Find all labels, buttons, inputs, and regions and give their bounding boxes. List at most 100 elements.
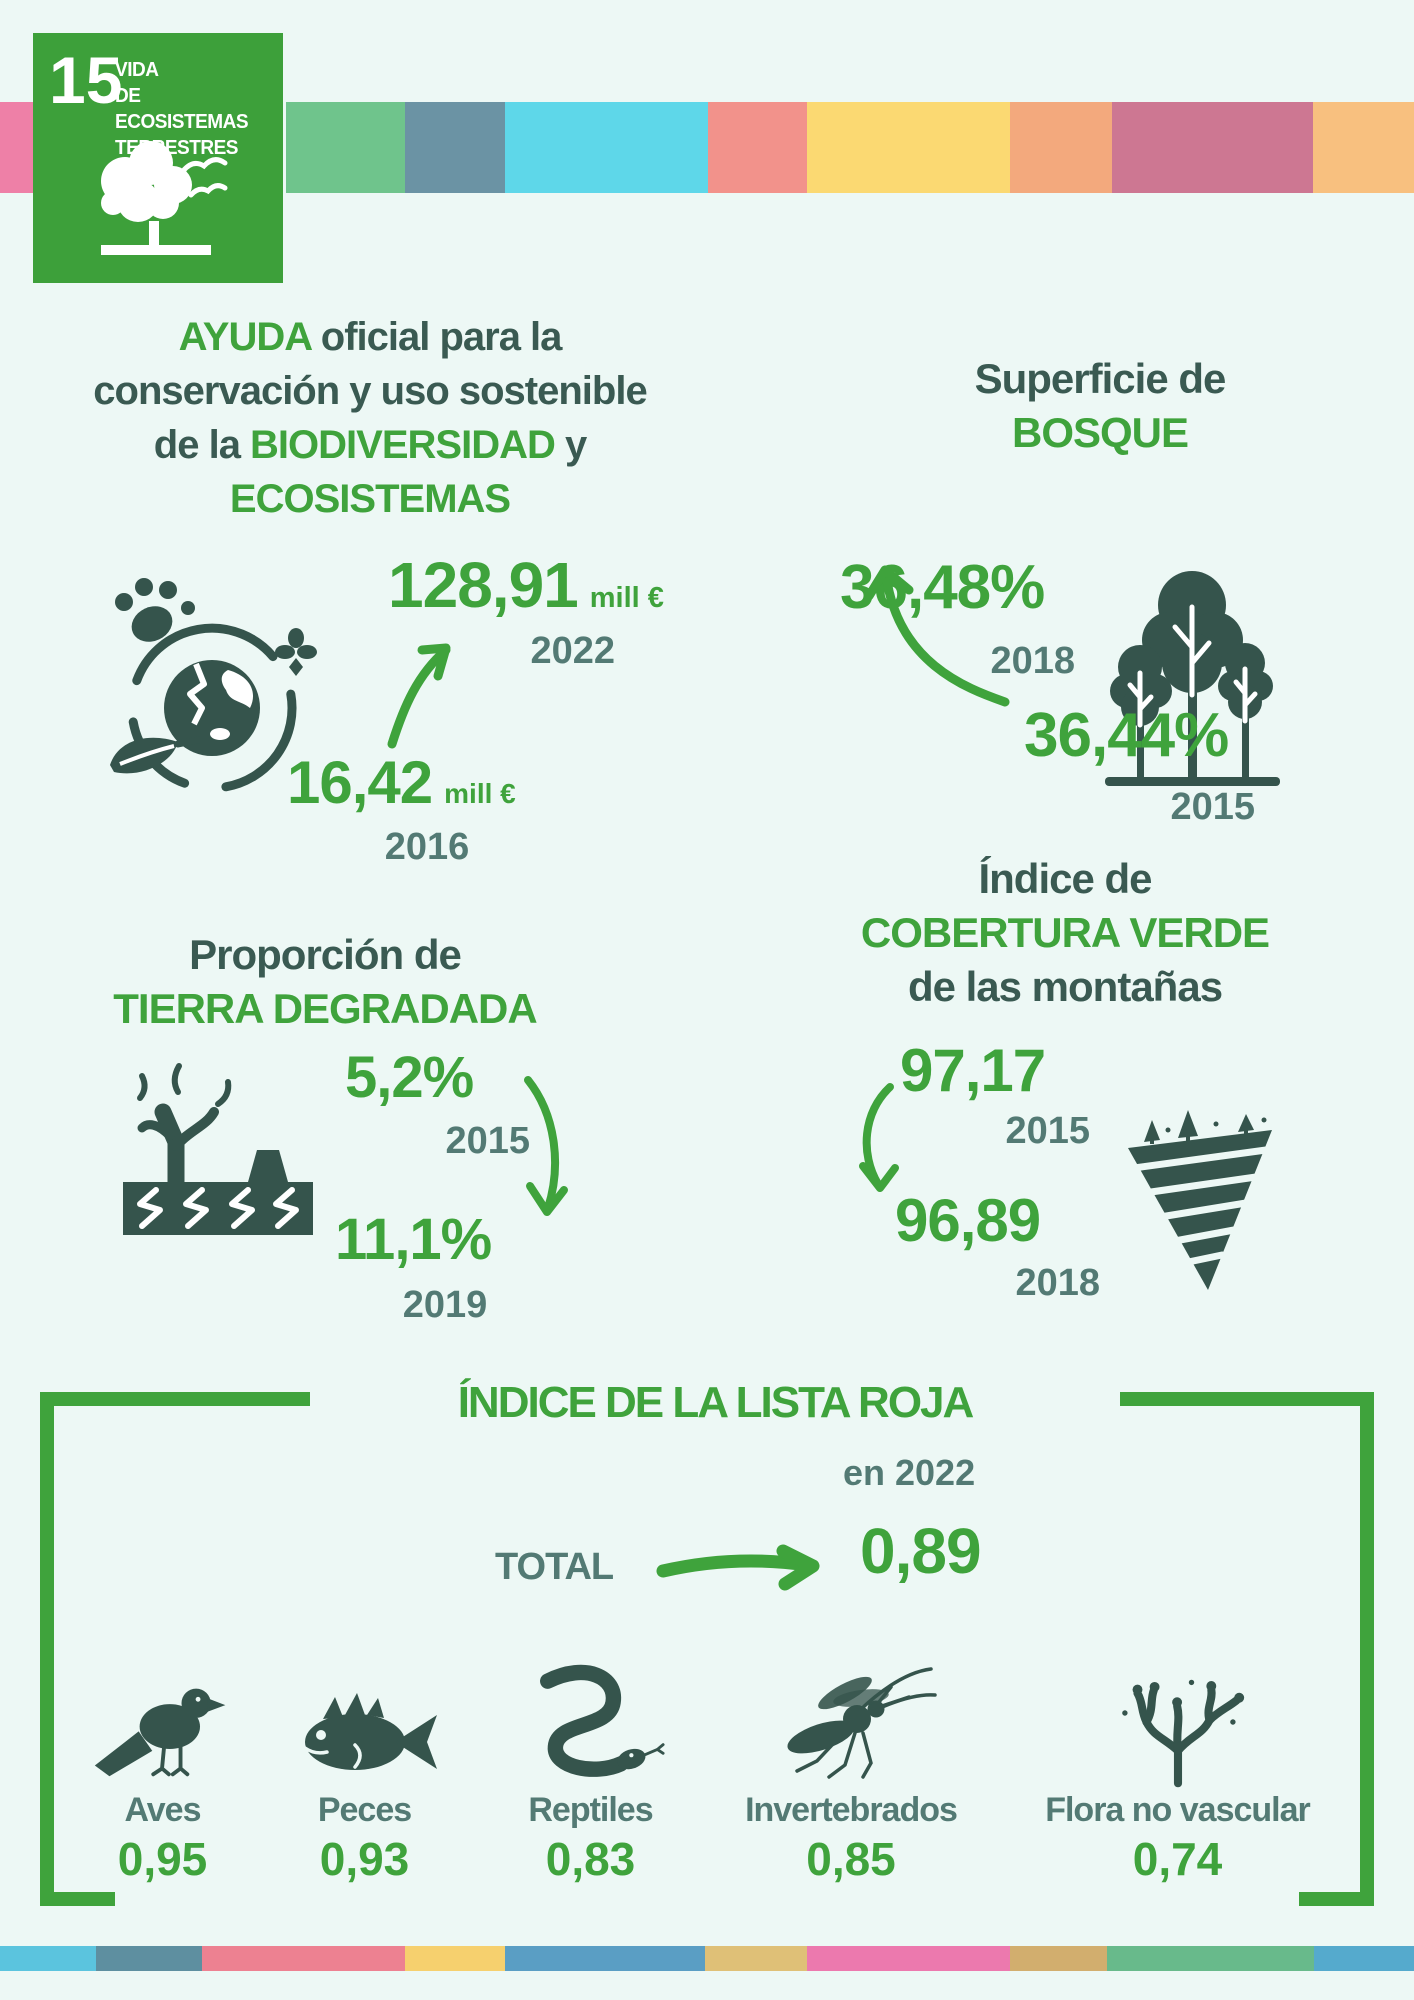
stripe-segment — [505, 102, 708, 193]
cobertura-value-2015: 97,17 — [900, 1037, 1046, 1104]
redlist-total-label: TOTAL — [495, 1546, 614, 1588]
ayuda-unit-2016: mill € — [444, 778, 516, 809]
stripe-segment — [1313, 102, 1414, 193]
category-value: 0,74 — [1132, 1833, 1223, 1885]
mosquito-icon — [786, 1667, 937, 1779]
tierra-value-2019: 11,1% — [335, 1207, 492, 1272]
redlist-category-flora: Flora no vascular 0,74 — [1010, 1615, 1345, 1886]
cobertura-year-2015: 2015 — [1005, 1110, 1090, 1152]
category-label: Aves — [124, 1791, 201, 1829]
cobertura-year-2018: 2018 — [1015, 1262, 1100, 1304]
coral-icon — [1121, 1679, 1244, 1788]
up-arrow-icon — [864, 565, 1010, 707]
bird-icon — [94, 1688, 225, 1777]
stripe-segment — [807, 102, 1010, 193]
tierra-title-dark: Proporción de — [189, 931, 462, 978]
sdg15-badge: 15 VIDA DE ECOSISTEMAS TERRESTRES — [33, 33, 283, 283]
bottom-stripe-bar — [0, 1946, 1414, 1971]
degraded-land-icon — [123, 1063, 313, 1235]
category-value: 0,95 — [117, 1833, 208, 1885]
frame-bottom-left — [40, 1892, 115, 1906]
snake-icon — [539, 1664, 665, 1777]
bosque-title-dark: Superficie de — [974, 355, 1227, 402]
tree-birds-icon — [101, 141, 228, 255]
stripe-segment — [1112, 102, 1313, 193]
ayuda-year-2016: 2016 — [384, 826, 470, 868]
top-stripe-bar — [0, 102, 1414, 193]
stripe-segment — [1010, 102, 1112, 193]
category-value: 0,85 — [806, 1833, 896, 1885]
bosque-value-2015: 36,44% — [1024, 701, 1229, 770]
category-value: 0,93 — [319, 1833, 410, 1885]
down-arrow-icon — [524, 1076, 568, 1216]
category-label: Reptiles — [528, 1791, 653, 1829]
category-label: Peces — [317, 1791, 412, 1829]
forest-trees-icon — [1105, 571, 1280, 786]
stripe-segment — [405, 102, 505, 193]
category-label: Flora no vascular — [1045, 1791, 1311, 1829]
category-label: Invertebrados — [745, 1791, 958, 1829]
cobertura-title: Índice de COBERTURA VERDE de las montaña… — [790, 852, 1340, 1014]
ayuda-value-2022-row: 128,91 mill € — [388, 548, 664, 622]
ayuda-unit-2022: mill € — [589, 582, 664, 614]
stripe-segment — [708, 102, 807, 193]
stripe-segment — [505, 1946, 705, 1971]
tierra-title-green: TIERRA DEGRADADA — [113, 985, 537, 1032]
down-arrow-icon — [859, 1083, 899, 1192]
ayuda-value-2016: 16,42 — [287, 749, 433, 816]
ayuda-value-2016-row: 16,42 mill € — [287, 748, 516, 817]
cobertura-title-dark2: de las montañas — [907, 963, 1223, 1010]
redlist-category-reptiles: Reptiles 0,83 — [478, 1615, 703, 1886]
tierra-year-2019: 2019 — [402, 1284, 488, 1326]
ayuda-title-line2: conservación y uso sostenible — [93, 369, 647, 413]
frame-top-right — [1120, 1392, 1374, 1406]
tierra-value-2015: 5,2% — [345, 1045, 474, 1110]
frame-bottom-right — [1299, 1892, 1374, 1906]
stripe-segment — [807, 1946, 1010, 1971]
tierra-title: Proporción de TIERRA DEGRADADA — [45, 928, 605, 1036]
up-arrow-icon — [387, 643, 451, 749]
redlist-total-value: 0,89 — [860, 1515, 982, 1587]
bosque-year-2018: 2018 — [990, 640, 1075, 682]
stripe-segment — [705, 1946, 807, 1971]
stripe-segment — [0, 1946, 96, 1971]
bosque-title-green: BOSQUE — [1011, 409, 1189, 456]
cobertura-title-green: COBERTURA VERDE — [860, 909, 1270, 956]
sdg-title-line: DE ECOSISTEMAS — [115, 85, 249, 133]
stripe-segment — [1010, 1946, 1107, 1971]
ayuda-title-accent2: BIODIVERSIDAD — [250, 423, 556, 467]
ayuda-title-text: oficial para la — [310, 315, 563, 359]
frame-top-left — [40, 1392, 310, 1406]
stripe-segment — [1314, 1946, 1414, 1971]
right-arrow-icon — [656, 1544, 820, 1591]
ayuda-value-2022: 128,91 — [388, 549, 579, 621]
ayuda-title-accent3: ECOSISTEMAS — [229, 477, 511, 521]
frame-right — [1360, 1392, 1374, 1906]
earth-biodiversity-icon — [110, 578, 317, 792]
mountain-cover-icon — [1128, 1110, 1272, 1290]
sdg-number: 15 — [49, 43, 123, 117]
tierra-year-2015: 2015 — [445, 1120, 530, 1162]
ayuda-year-2022: 2022 — [530, 630, 615, 672]
sdg-title-line: VIDA — [115, 59, 159, 81]
cobertura-value-2018: 96,89 — [895, 1187, 1041, 1254]
redlist-category-invertebrados: Invertebrados 0,85 — [705, 1615, 997, 1886]
ayuda-title: AYUDA oficial para la conservación y uso… — [30, 310, 710, 526]
stripe-segment — [202, 1946, 405, 1971]
stripe-segment — [96, 1946, 202, 1971]
bosque-title: Superficie de BOSQUE — [825, 352, 1375, 460]
redlist-subtitle: en 2022 — [843, 1452, 976, 1493]
fish-icon — [302, 1693, 437, 1770]
frame-left — [40, 1392, 54, 1906]
stripe-segment — [1107, 1946, 1314, 1971]
redlist-category-aves: Aves 0,95 — [60, 1615, 265, 1886]
redlist-title: ÍNDICE DE LA LISTA ROJA — [457, 1378, 975, 1427]
ayuda-title-accent: AYUDA — [178, 315, 312, 359]
bosque-year-2015: 2015 — [1170, 786, 1255, 828]
stripe-segment — [286, 102, 405, 193]
cobertura-title-dark1: Índice de — [978, 855, 1152, 902]
category-value: 0,83 — [545, 1833, 636, 1885]
stripe-segment — [405, 1946, 505, 1971]
redlist-category-peces: Peces 0,93 — [262, 1615, 467, 1886]
